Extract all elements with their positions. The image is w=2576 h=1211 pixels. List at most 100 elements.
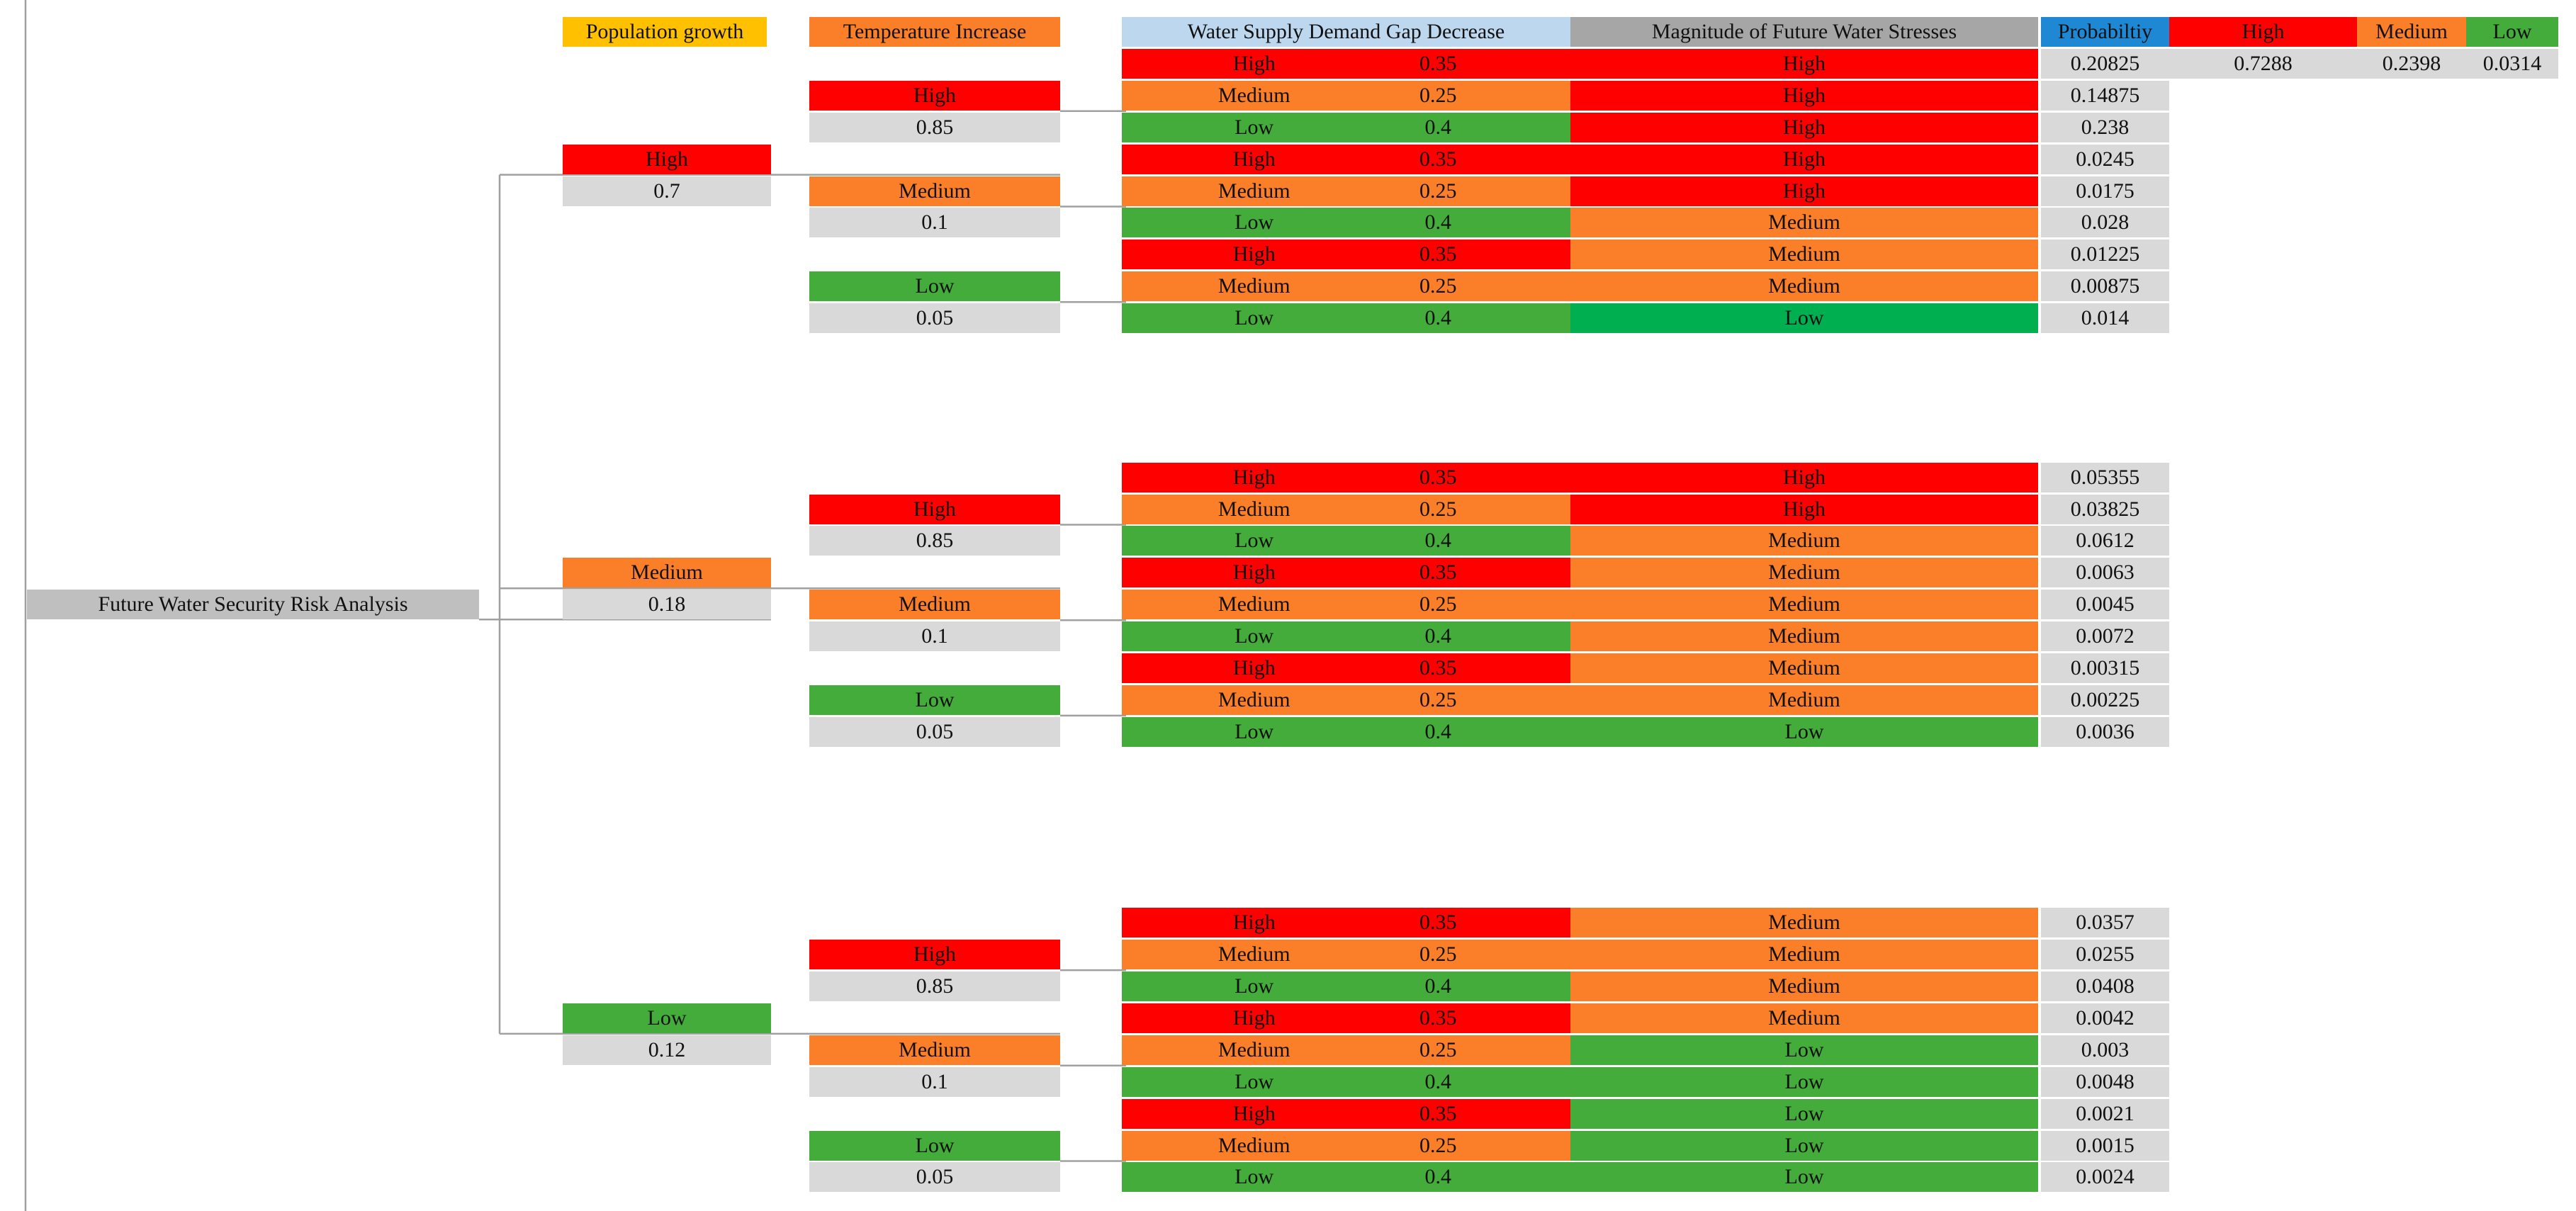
supply-level-label: Medium bbox=[1217, 592, 1290, 616]
probability-cell: 0.0063 bbox=[2041, 558, 2169, 588]
supply-level-prob: 0.25 bbox=[1419, 274, 1457, 298]
population-prob-medium: 0.18 bbox=[563, 590, 771, 620]
supply-level-prob: 0.35 bbox=[1419, 1101, 1457, 1125]
supply-cell-high: High 0.35 bbox=[1122, 558, 1570, 588]
supply-cell-medium: Medium 0.25 bbox=[1122, 685, 1570, 715]
magnitude-cell-high: High bbox=[1570, 144, 2038, 174]
temperature-node-medium: Medium bbox=[809, 1035, 1060, 1065]
header-magnitude: Magnitude of Future Water Stresses bbox=[1570, 17, 2038, 47]
supply-level-label: Low bbox=[1234, 1165, 1274, 1189]
probability-cell: 0.0072 bbox=[2041, 621, 2169, 652]
magnitude-cell-medium: Medium bbox=[1570, 240, 2038, 270]
supply-cell-low: Low 0.4 bbox=[1122, 526, 1570, 556]
probability-cell: 0.0048 bbox=[2041, 1066, 2169, 1097]
magnitude-cell-high: High bbox=[1570, 48, 2038, 79]
probability-cell: 0.0612 bbox=[2041, 526, 2169, 556]
summary-label-high: High bbox=[2169, 17, 2357, 47]
probability-cell: 0.20825 bbox=[2041, 48, 2169, 79]
probability-cell: 0.028 bbox=[2041, 208, 2169, 238]
magnitude-cell-medium: Medium bbox=[1570, 621, 2038, 652]
supply-cell-high: High 0.35 bbox=[1122, 908, 1570, 938]
supply-level-prob: 0.25 bbox=[1419, 687, 1457, 711]
magnitude-cell-low: Low bbox=[1570, 1162, 2038, 1193]
probability-cell: 0.01225 bbox=[2041, 240, 2169, 270]
header-temperature-increase: Temperature Increase bbox=[809, 17, 1060, 47]
summary-label-medium: Medium bbox=[2357, 17, 2466, 47]
magnitude-cell-high: High bbox=[1570, 80, 2038, 111]
magnitude-cell-medium: Medium bbox=[1570, 590, 2038, 620]
supply-level-label: Low bbox=[1234, 624, 1274, 648]
supply-cell-medium: Medium 0.25 bbox=[1122, 940, 1570, 970]
magnitude-cell-medium: Medium bbox=[1570, 208, 2038, 238]
temperature-prob-medium: 0.1 bbox=[809, 621, 1060, 652]
supply-level-prob: 0.25 bbox=[1419, 592, 1457, 616]
supply-cell-high: High 0.35 bbox=[1122, 1098, 1570, 1129]
supply-level-label: Medium bbox=[1217, 1037, 1290, 1061]
summary-value-low: 0.0314 bbox=[2466, 48, 2558, 79]
supply-level-prob: 0.4 bbox=[1424, 1165, 1452, 1189]
supply-level-label: Medium bbox=[1217, 687, 1290, 711]
magnitude-cell-medium: Medium bbox=[1570, 653, 2038, 683]
supply-level-prob: 0.4 bbox=[1424, 210, 1452, 235]
probability-cell: 0.0408 bbox=[2041, 971, 2169, 1001]
probability-cell: 0.0042 bbox=[2041, 1003, 2169, 1033]
temperature-node-high: High bbox=[809, 494, 1060, 524]
probability-cell: 0.0175 bbox=[2041, 176, 2169, 206]
probability-cell: 0.238 bbox=[2041, 112, 2169, 142]
supply-level-prob: 0.25 bbox=[1419, 179, 1457, 203]
supply-cell-medium: Medium 0.25 bbox=[1122, 80, 1570, 111]
supply-level-label: Medium bbox=[1217, 942, 1290, 967]
magnitude-cell-medium: Medium bbox=[1570, 940, 2038, 970]
probability-cell: 0.00225 bbox=[2041, 685, 2169, 715]
supply-level-prob: 0.35 bbox=[1419, 561, 1457, 585]
magnitude-cell-medium: Medium bbox=[1570, 1003, 2038, 1033]
supply-level-label: High bbox=[1232, 656, 1276, 680]
supply-level-label: Medium bbox=[1217, 274, 1290, 298]
supply-level-prob: 0.4 bbox=[1424, 306, 1452, 330]
supply-level-prob: 0.4 bbox=[1424, 115, 1452, 139]
supply-level-label: Low bbox=[1234, 115, 1274, 139]
supply-cell-low: Low 0.4 bbox=[1122, 716, 1570, 747]
supply-level-label: Low bbox=[1234, 974, 1274, 998]
supply-level-prob: 0.25 bbox=[1419, 83, 1457, 107]
probability-cell: 0.003 bbox=[2041, 1035, 2169, 1065]
temperature-prob-high: 0.85 bbox=[809, 971, 1060, 1001]
supply-level-prob: 0.35 bbox=[1419, 911, 1457, 935]
probability-cell: 0.0021 bbox=[2041, 1098, 2169, 1129]
supply-cell-low: Low 0.4 bbox=[1122, 621, 1570, 652]
supply-level-prob: 0.25 bbox=[1419, 942, 1457, 967]
supply-level-label: Low bbox=[1234, 719, 1274, 743]
probability-cell: 0.00875 bbox=[2041, 271, 2169, 302]
supply-cell-medium: Medium 0.25 bbox=[1122, 271, 1570, 302]
supply-level-prob: 0.35 bbox=[1419, 656, 1457, 680]
supply-cell-high: High 0.35 bbox=[1122, 144, 1570, 174]
temperature-node-low: Low bbox=[809, 685, 1060, 715]
magnitude-cell-medium: Medium bbox=[1570, 271, 2038, 302]
supply-cell-low: Low 0.4 bbox=[1122, 303, 1570, 334]
supply-cell-medium: Medium 0.25 bbox=[1122, 176, 1570, 206]
header-probability: Probabiltiy bbox=[2041, 17, 2169, 47]
probability-cell: 0.0045 bbox=[2041, 590, 2169, 620]
header-supply-demand-gap: Water Supply Demand Gap Decrease bbox=[1122, 17, 1570, 47]
supply-cell-medium: Medium 0.25 bbox=[1122, 1130, 1570, 1161]
magnitude-cell-medium: Medium bbox=[1570, 558, 2038, 588]
supply-cell-low: Low 0.4 bbox=[1122, 112, 1570, 142]
temperature-node-high: High bbox=[809, 940, 1060, 970]
supply-level-label: High bbox=[1232, 1006, 1276, 1030]
probability-cell: 0.14875 bbox=[2041, 80, 2169, 111]
supply-level-label: High bbox=[1232, 147, 1276, 171]
temperature-prob-medium: 0.1 bbox=[809, 1066, 1060, 1097]
summary-value-high: 0.7288 bbox=[2169, 48, 2357, 79]
temperature-prob-low: 0.05 bbox=[809, 1162, 1060, 1193]
temperature-prob-medium: 0.1 bbox=[809, 208, 1060, 238]
supply-level-prob: 0.4 bbox=[1424, 974, 1452, 998]
temperature-node-low: Low bbox=[809, 1130, 1060, 1161]
supply-cell-high: High 0.35 bbox=[1122, 462, 1570, 492]
probability-cell: 0.0357 bbox=[2041, 908, 2169, 938]
supply-level-label: Low bbox=[1234, 1069, 1274, 1093]
magnitude-cell-high: High bbox=[1570, 462, 2038, 492]
supply-level-label: High bbox=[1232, 51, 1276, 75]
probability-cell: 0.03825 bbox=[2041, 494, 2169, 524]
supply-level-label: High bbox=[1232, 242, 1276, 266]
population-node-high: High bbox=[563, 144, 771, 174]
